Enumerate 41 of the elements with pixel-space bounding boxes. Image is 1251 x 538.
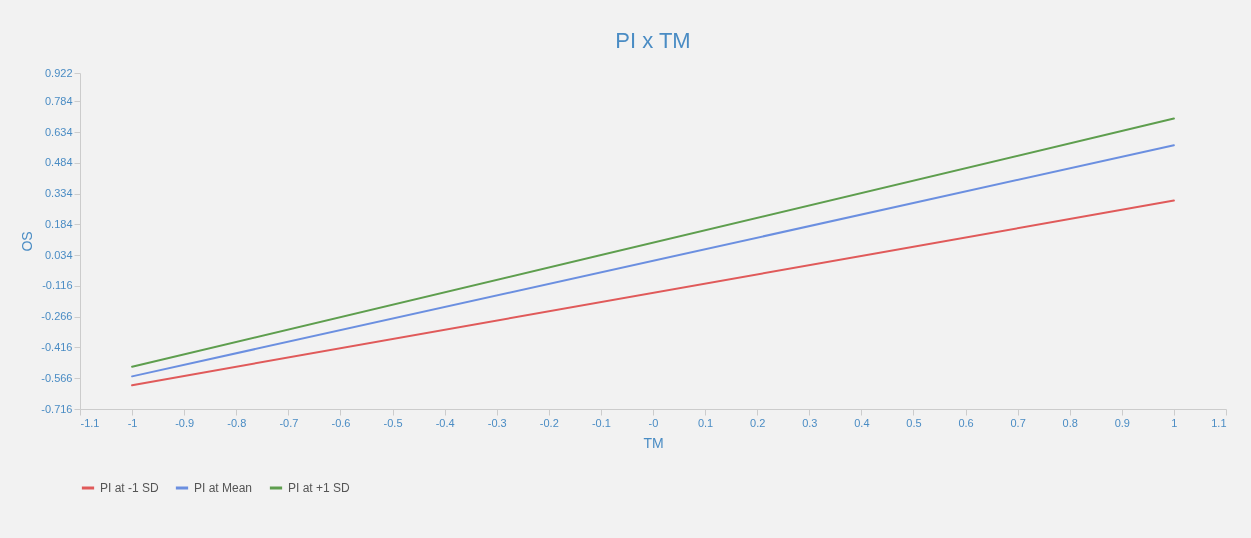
x-tick-label: 0.7: [1010, 416, 1026, 429]
x-tick-label: -0.3: [487, 416, 507, 429]
x-tick-label: 0.1: [697, 416, 714, 429]
x-tick-label: -0.2: [539, 416, 559, 429]
x-tick-label: -0.1: [591, 416, 611, 429]
x-tick-label: 0.8: [1062, 416, 1078, 429]
y-tick-label: -0.716: [41, 402, 73, 415]
y-tick-label: -0.266: [41, 310, 73, 323]
legend-label: PI at +1 SD: [288, 481, 351, 495]
x-tick-label: 0.4: [854, 416, 870, 429]
y-tick-label: 0.784: [44, 94, 73, 107]
y-tick-label: 0.034: [44, 248, 73, 261]
x-tick-label: -1: [127, 416, 138, 429]
x-tick-label: 1.1: [1211, 416, 1227, 429]
legend-label: PI at Mean: [194, 481, 253, 495]
x-tick-label: 0.5: [906, 416, 922, 429]
x-tick-label: -0.4: [435, 416, 455, 429]
y-tick-label: 0.922: [44, 66, 73, 79]
x-tick-label: -0.7: [279, 416, 299, 429]
y-tick-label: 0.484: [44, 156, 73, 169]
y-tick-label: -0.116: [42, 279, 73, 292]
x-tick-label: -0.8: [227, 416, 247, 429]
y-axis-title: OS: [19, 231, 36, 252]
x-tick-label: -0: [648, 416, 659, 429]
x-tick-label: 1: [1171, 416, 1178, 429]
x-tick-label: -0.9: [175, 416, 195, 429]
x-tick-label: -1.1: [80, 416, 100, 429]
x-axis-title: TM: [643, 434, 664, 451]
x-tick-label: 0.9: [1114, 416, 1130, 429]
x-tick-label: 0.2: [750, 416, 766, 429]
y-tick-label: -0.566: [41, 371, 73, 384]
x-tick-label: 0.6: [958, 416, 974, 429]
y-tick-label: -0.416: [41, 340, 73, 353]
x-tick-label: -0.5: [383, 416, 403, 429]
x-tick-label: -0.6: [331, 416, 351, 429]
y-tick-label: 0.184: [44, 217, 73, 230]
y-tick-label: 0.634: [44, 125, 73, 138]
chart-title: PI x TM: [615, 28, 691, 53]
legend-label: PI at -1 SD: [100, 481, 160, 495]
x-tick-label: 0.3: [802, 416, 818, 429]
y-tick-label: 0.334: [44, 187, 73, 200]
